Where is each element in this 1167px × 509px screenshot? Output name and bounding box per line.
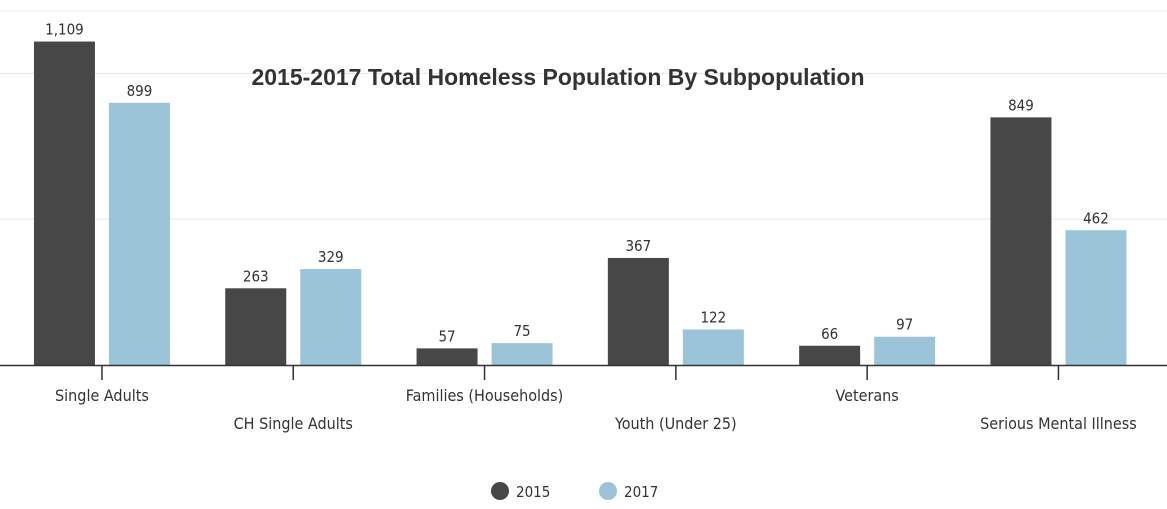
data-label: 75	[513, 322, 530, 340]
chart-title: 2015-2017 Total Homeless Population By S…	[251, 64, 864, 90]
data-label: 66	[821, 325, 838, 343]
category-label: CH Single Adults	[234, 414, 353, 433]
bars: 1,109 899 263 329 57 75 367 122 66 97 849 462	[33, 21, 1127, 366]
legend-swatch	[599, 482, 617, 500]
data-label: 367	[625, 237, 651, 255]
data-label: 849	[1008, 96, 1034, 114]
legend-item-2017[interactable]: 2017	[599, 482, 658, 501]
category-labels: Single Adults CH Single Adults Families (H…	[55, 386, 1137, 433]
x-axis-ticks	[101, 366, 1060, 380]
data-label: 97	[896, 316, 913, 334]
legend-item-2015[interactable]: 2015	[491, 482, 550, 501]
bar-2015[interactable]	[990, 117, 1052, 365]
legend-label: 2017	[624, 483, 658, 501]
bar-2015[interactable]	[225, 288, 287, 365]
data-label: 1,109	[45, 21, 84, 39]
bar-2015[interactable]	[33, 41, 95, 366]
bar-2017[interactable]	[874, 336, 936, 365]
data-label: 57	[438, 327, 455, 345]
data-label: 462	[1083, 209, 1109, 227]
bar-2017[interactable]	[1065, 230, 1127, 365]
data-label: 329	[318, 248, 344, 266]
category-label: Serious Mental Illness	[980, 414, 1137, 433]
category-label: Youth (Under 25)	[614, 414, 737, 433]
legend-swatch	[491, 482, 509, 500]
bar-2015[interactable]	[416, 348, 478, 365]
data-label: 899	[127, 82, 153, 100]
gridlines	[0, 72, 1167, 220]
legend-label: 2015	[516, 483, 550, 501]
data-label: 263	[243, 267, 269, 285]
category-label: Single Adults	[55, 386, 149, 405]
bar-2015[interactable]	[799, 345, 861, 365]
bar-2017[interactable]	[108, 102, 170, 366]
legend[interactable]: 2015 2017	[491, 482, 658, 501]
bar-2017[interactable]	[682, 329, 744, 365]
bar-2017[interactable]	[491, 343, 553, 365]
data-label: 122	[700, 308, 726, 326]
bar-2017[interactable]	[300, 269, 362, 365]
bar-2015[interactable]	[607, 257, 669, 365]
category-label: Veterans	[835, 386, 898, 405]
category-label: Families (Households)	[406, 386, 564, 405]
